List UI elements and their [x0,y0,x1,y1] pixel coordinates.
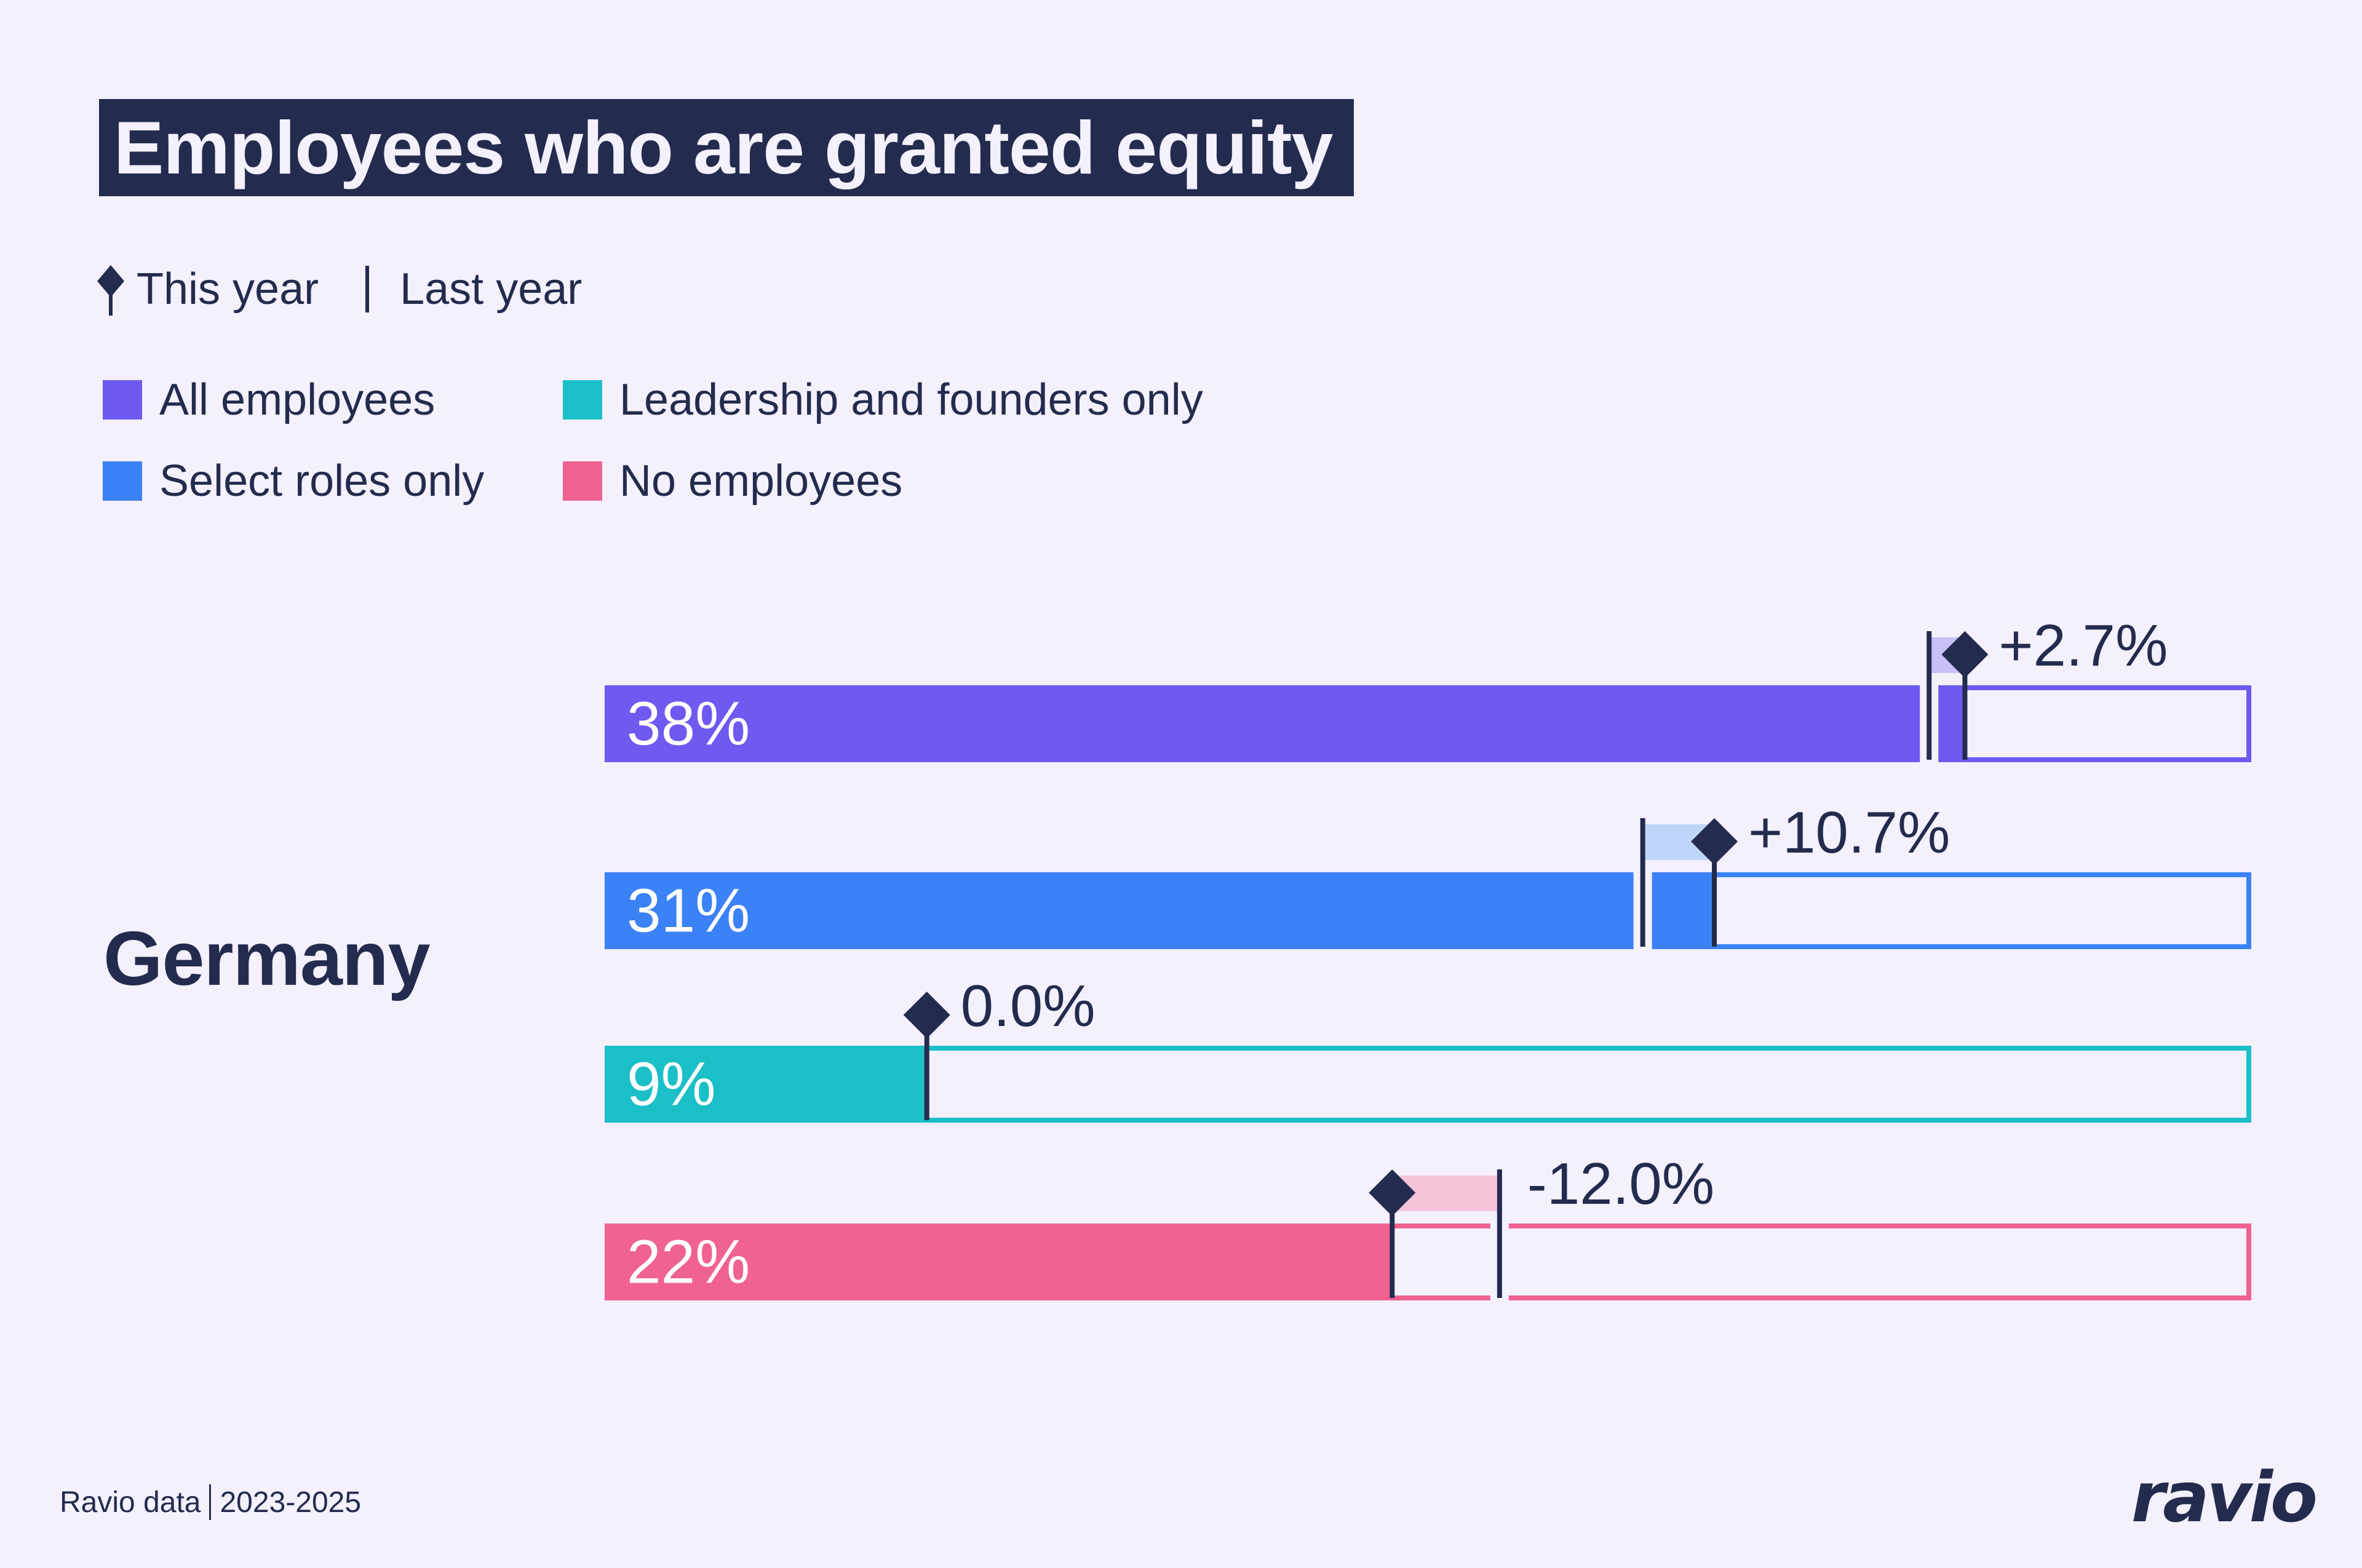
change-label: 0.0% [961,973,1096,1039]
legend-label: All employees [159,375,435,424]
this-year-diamond [1941,631,1989,678]
swatch-select-roles [103,461,142,501]
chart-title: Employees who are granted equity [99,99,1354,196]
change-label: +10.7% [1748,800,1950,866]
legend-this-year: This year [92,261,319,317]
bar-value-label: 31% [627,877,750,945]
footer: Ravio data 2023-2025 [60,1484,361,1520]
legend-label: Select roles only [159,456,485,506]
vertical-line-icon [365,266,370,312]
legend-last-year: Last year [363,264,582,314]
ravio-logo: ravio [2131,1458,2318,1538]
bar-value-label: 9% [627,1050,716,1119]
bar-fill [605,1046,927,1123]
this-year-stem [1390,1199,1395,1298]
bar-value-label: 38% [627,690,750,758]
this-year-stem [924,1021,929,1120]
last-year-marker [1640,818,1645,947]
footer-divider [209,1484,212,1520]
legend-all-employees: All employees [103,375,563,424]
bar-fill [605,872,1715,949]
footer-source: Ravio data [60,1486,201,1519]
marker-legend: This year Last year [92,261,582,317]
this-year-stem [1962,661,1968,760]
legend-label: Leadership and founders only [619,375,1203,424]
legend-select-roles: Select roles only [103,456,563,506]
change-label: +2.7% [1998,613,2168,679]
swatch-leadership [563,380,602,420]
this-year-stem [1712,848,1717,947]
legend-last-year-label: Last year [400,265,583,314]
category-legend: All employees Leadership and founders on… [103,375,1203,506]
swatch-no-employees [563,461,602,501]
this-year-diamond [1369,1169,1416,1216]
legend-this-year-label: This year [137,265,319,314]
bar-fill [605,685,1965,762]
footer-period: 2023-2025 [220,1486,362,1519]
legend-label: No employees [619,456,903,506]
last-year-marker [1497,1169,1502,1298]
last-year-marker [1927,631,1932,760]
this-year-diamond [903,992,950,1038]
diamond-pin-icon [97,265,124,316]
legend-leadership: Leadership and founders only [563,375,1203,424]
group-label: Germany [103,917,431,1001]
bar-value-label: 22% [627,1228,750,1297]
bar-fill [605,1224,1393,1300]
swatch-all-employees [103,380,142,420]
legend-no-employees: No employees [563,456,1203,506]
this-year-diamond [1691,818,1738,865]
change-label: -12.0% [1527,1151,1714,1217]
